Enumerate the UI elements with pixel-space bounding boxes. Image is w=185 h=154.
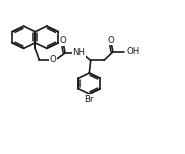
Text: OH: OH <box>127 47 140 56</box>
Text: O: O <box>107 36 114 45</box>
Text: NH: NH <box>72 49 85 57</box>
Text: O: O <box>60 36 66 45</box>
Text: O: O <box>50 55 57 64</box>
Text: Br: Br <box>85 95 94 104</box>
